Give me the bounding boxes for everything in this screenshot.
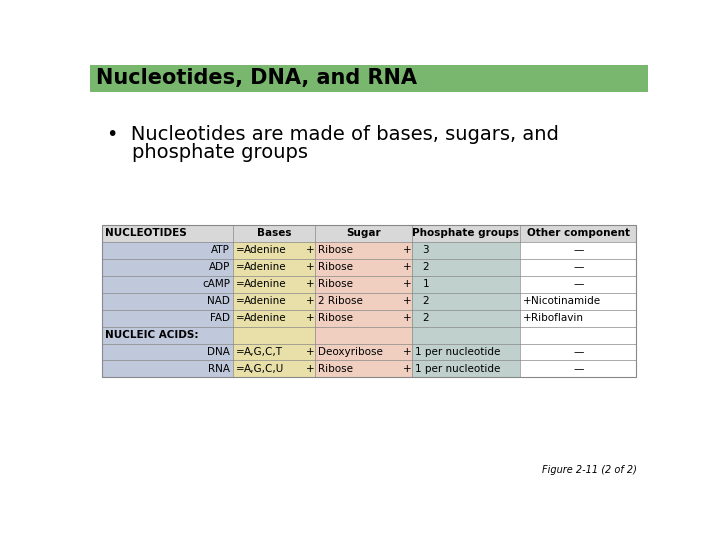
Text: Adenine: Adenine (243, 262, 286, 272)
Text: 1 per nucleotide: 1 per nucleotide (415, 364, 500, 374)
Text: +: + (402, 245, 411, 255)
Text: Ribose: Ribose (318, 364, 353, 374)
Bar (233, 225, 315, 377)
Text: =: = (235, 313, 245, 323)
Text: NUCLEIC ACIDS:: NUCLEIC ACIDS: (104, 330, 198, 340)
Bar (315, 225, 412, 377)
Text: Riboflavin: Riboflavin (531, 313, 583, 323)
Bar (520, 225, 636, 377)
Text: 2: 2 (423, 262, 429, 272)
Text: =: = (235, 245, 245, 255)
Text: ADP: ADP (209, 262, 230, 272)
Text: 2: 2 (423, 296, 429, 306)
Text: +: + (402, 347, 411, 357)
Text: =: = (235, 279, 245, 289)
Text: 1 per nucleotide: 1 per nucleotide (415, 347, 500, 357)
Text: =: = (235, 364, 245, 374)
Text: 2 Ribose: 2 Ribose (318, 296, 363, 306)
Text: =: = (235, 347, 245, 357)
Text: +: + (402, 364, 411, 374)
Text: ATP: ATP (212, 245, 230, 255)
Text: =: = (235, 262, 245, 272)
Text: Nucleotides, DNA, and RNA: Nucleotides, DNA, and RNA (96, 68, 417, 88)
Text: +: + (402, 296, 411, 306)
Text: —: — (573, 364, 583, 374)
Text: 1: 1 (423, 279, 429, 289)
Text: —: — (573, 279, 583, 289)
Text: FAD: FAD (210, 313, 230, 323)
Text: +: + (306, 296, 315, 306)
Bar (102, 225, 636, 242)
Text: Figure 2-11 (2 of 2): Figure 2-11 (2 of 2) (541, 465, 636, 475)
Text: Adenine: Adenine (243, 279, 286, 289)
Text: 3: 3 (423, 245, 429, 255)
Text: +: + (523, 313, 532, 323)
Text: +: + (523, 296, 532, 306)
Text: Bases: Bases (257, 228, 292, 239)
Text: Deoxyribose: Deoxyribose (318, 347, 383, 357)
Text: +: + (306, 245, 315, 255)
Bar (102, 225, 233, 377)
Text: +: + (306, 364, 315, 374)
Text: —: — (573, 347, 583, 357)
Text: +: + (306, 262, 315, 272)
Text: Phosphate groups: Phosphate groups (413, 228, 519, 239)
Text: +: + (402, 262, 411, 272)
Text: RNA: RNA (208, 364, 230, 374)
Text: Sugar: Sugar (346, 228, 380, 239)
Text: Nicotinamide: Nicotinamide (531, 296, 600, 306)
Text: DNA: DNA (207, 347, 230, 357)
Text: —: — (573, 262, 583, 272)
Text: Other component: Other component (527, 228, 630, 239)
Bar (90, 65, 648, 92)
Text: —: — (573, 245, 583, 255)
Text: Adenine: Adenine (243, 296, 286, 306)
Text: phosphate groups: phosphate groups (107, 143, 308, 161)
Text: A,G,C,T: A,G,C,T (243, 347, 282, 357)
Text: •  Nucleotides are made of bases, sugars, and: • Nucleotides are made of bases, sugars,… (107, 125, 559, 144)
Text: cAMP: cAMP (202, 279, 230, 289)
Bar (102, 225, 636, 377)
Text: +: + (306, 279, 315, 289)
Text: NAD: NAD (207, 296, 230, 306)
Text: +: + (402, 279, 411, 289)
Text: Ribose: Ribose (318, 262, 353, 272)
Text: Adenine: Adenine (243, 313, 286, 323)
Text: 2: 2 (423, 313, 429, 323)
Bar (412, 225, 520, 377)
Text: =: = (235, 296, 245, 306)
Text: Ribose: Ribose (318, 279, 353, 289)
Text: Ribose: Ribose (318, 313, 353, 323)
Text: +: + (306, 313, 315, 323)
Text: Adenine: Adenine (243, 245, 286, 255)
Text: +: + (306, 347, 315, 357)
Text: +: + (402, 313, 411, 323)
Text: A,G,C,U: A,G,C,U (243, 364, 284, 374)
Text: Ribose: Ribose (318, 245, 353, 255)
Text: NUCLEOTIDES: NUCLEOTIDES (104, 228, 186, 239)
